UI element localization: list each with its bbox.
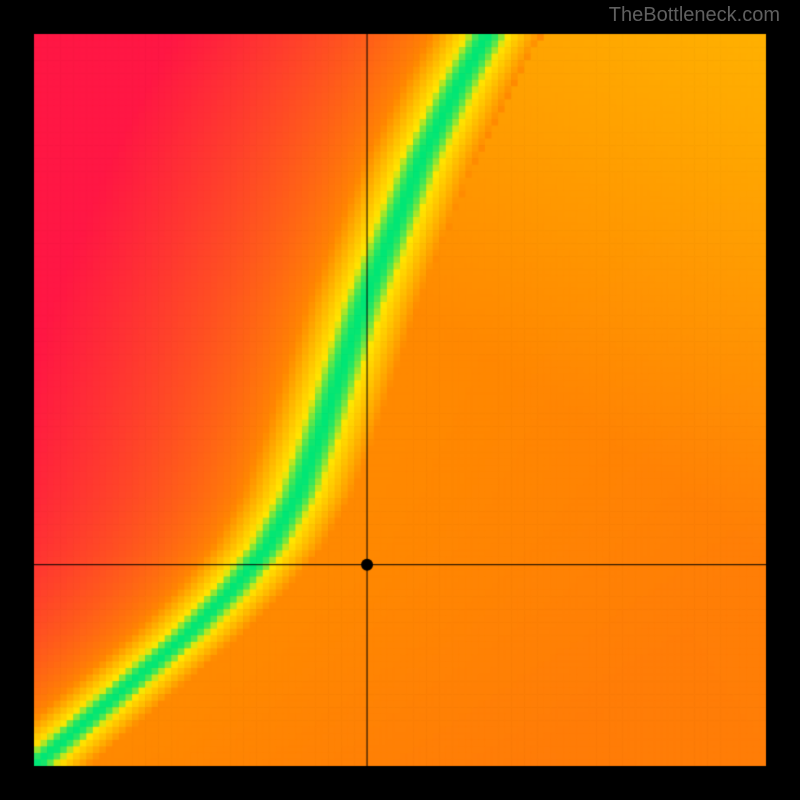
- heatmap-canvas: [0, 0, 800, 800]
- watermark-text: TheBottleneck.com: [609, 4, 780, 27]
- chart-container: TheBottleneck.com: [0, 0, 800, 800]
